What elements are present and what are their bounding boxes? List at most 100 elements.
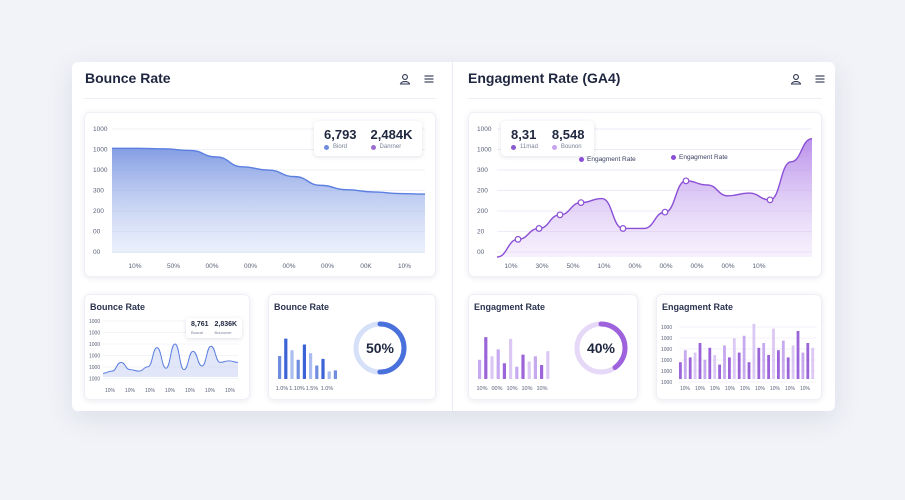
x-tick-label: 00% [659, 263, 672, 270]
bounce-rate-main-card: 1000 1000 1000 300 200 00 00 10% 50% 00% 00% 00% 00… [84, 112, 436, 277]
y-tick-label: 300 [477, 167, 488, 174]
panel-divider [452, 62, 453, 411]
bar [767, 355, 770, 379]
bar [723, 345, 726, 379]
bar [762, 343, 766, 379]
x-tick-label: 00% [628, 263, 641, 270]
y-tick-label: 00 [477, 249, 485, 256]
bar [527, 361, 531, 379]
y-tick-label: 200 [477, 188, 488, 195]
bar [546, 351, 550, 379]
bar [278, 355, 282, 379]
bar [509, 338, 513, 379]
legend-label: Bounover [214, 330, 232, 335]
bar [490, 356, 494, 379]
x-tick-label: 10% [725, 386, 736, 392]
bar [796, 331, 800, 379]
annotation-dot [671, 155, 676, 160]
x-tick-label: 10% [800, 386, 811, 392]
data-point [514, 235, 522, 243]
x-tick-label: 00% [282, 263, 295, 270]
engagement-annotation: Engagment Rate [671, 154, 728, 161]
legend-label-text: Biord [333, 144, 348, 150]
y-tick-label: 1000 [89, 331, 100, 337]
annotation-text: Engagment Rate [587, 156, 636, 163]
y-tick-label: 1000 [661, 369, 672, 375]
legend-label-text: Danrner [379, 144, 402, 150]
bar [728, 357, 731, 379]
bar [791, 345, 795, 379]
card-title: Engagment Rate [662, 302, 734, 312]
x-tick-label: 10% [536, 386, 547, 392]
x-tick-label: 10% [597, 263, 610, 270]
bounce-rate-area [112, 148, 425, 253]
bar [781, 340, 785, 379]
user-icon[interactable] [398, 72, 412, 86]
x-tick-label: 00% [721, 263, 734, 270]
legend-dot [324, 144, 329, 150]
engagement-rate-area [497, 138, 812, 257]
x-tick-label: 50% [167, 263, 180, 270]
engagement-rate-small-bar-card: Engagment Rate 1000 1000 1000 1000 1000 1000 … [656, 294, 822, 400]
x-tick-label: 10% [105, 388, 116, 394]
bar [309, 353, 313, 379]
bar [732, 338, 736, 379]
x-tick-label: 30% [535, 263, 548, 270]
x-tick-label: 1.0% [321, 386, 334, 392]
bar [515, 366, 519, 379]
donut-arc [353, 321, 407, 375]
x-tick-label: 00% [244, 263, 257, 270]
y-tick-label: 200 [477, 208, 488, 215]
x-tick-label: 10% [755, 386, 766, 392]
donut-label: 40% [587, 340, 616, 356]
legend-item: 8,31 11mad [511, 127, 538, 150]
user-icon[interactable] [789, 72, 803, 86]
bar [811, 347, 815, 379]
y-tick-label: 200 [93, 208, 104, 215]
x-tick-label: 10% [740, 386, 751, 392]
bar [737, 352, 741, 379]
donut-arc [574, 321, 628, 375]
bar [302, 344, 306, 379]
small-line-legend: 8,761 Bourat 2,836K Bounover [186, 318, 243, 338]
bar [290, 350, 294, 379]
legend-label: Danrner [370, 144, 413, 150]
bar [521, 354, 525, 379]
bar [540, 365, 544, 379]
bar [484, 337, 488, 379]
x-tick-label: 10% [476, 386, 487, 392]
engagement-rate-small-bar-chart: 1000 1000 1000 1000 1000 1000 10% 10% 10% 10% 10%… [661, 323, 817, 392]
x-tick-label: 10% [125, 388, 136, 394]
legend-dot [511, 144, 516, 150]
right-header-divider [468, 98, 822, 99]
legend-item: 2,484K Danrner [370, 127, 413, 150]
menu-icon[interactable] [813, 72, 827, 86]
bar [688, 357, 692, 379]
legend-item: 2,836K Bounover [215, 321, 238, 335]
y-tick-label: 1000 [93, 147, 108, 154]
legend-label: 11mad [511, 144, 538, 150]
y-tick-label: 1000 [89, 342, 100, 348]
legend-dot [551, 144, 557, 150]
legend-item: 6,793 Biord [324, 127, 357, 150]
data-point [556, 211, 564, 219]
x-tick-label: 10% [504, 263, 517, 270]
bar [777, 350, 780, 379]
bar [693, 352, 697, 379]
y-tick-label: 1000 [89, 377, 100, 383]
bar [683, 350, 687, 379]
legend-value: 8,31 [511, 127, 537, 142]
x-tick-label: 10% [225, 388, 236, 394]
left-header-icons [398, 72, 436, 86]
left-panel-header: Bounce Rate [85, 60, 171, 96]
x-tick-label: 1.10% [289, 386, 305, 392]
bar [806, 343, 810, 379]
x-tick-label: 10% [752, 263, 765, 270]
annotation-text: Engagment Rate [679, 154, 728, 161]
y-tick-label: 1000 [89, 365, 100, 371]
right-header-icons [789, 72, 827, 86]
card-title: Bounce Rate [90, 302, 146, 312]
menu-icon[interactable] [422, 72, 436, 86]
bar [333, 370, 337, 379]
small-line-area [103, 344, 238, 377]
